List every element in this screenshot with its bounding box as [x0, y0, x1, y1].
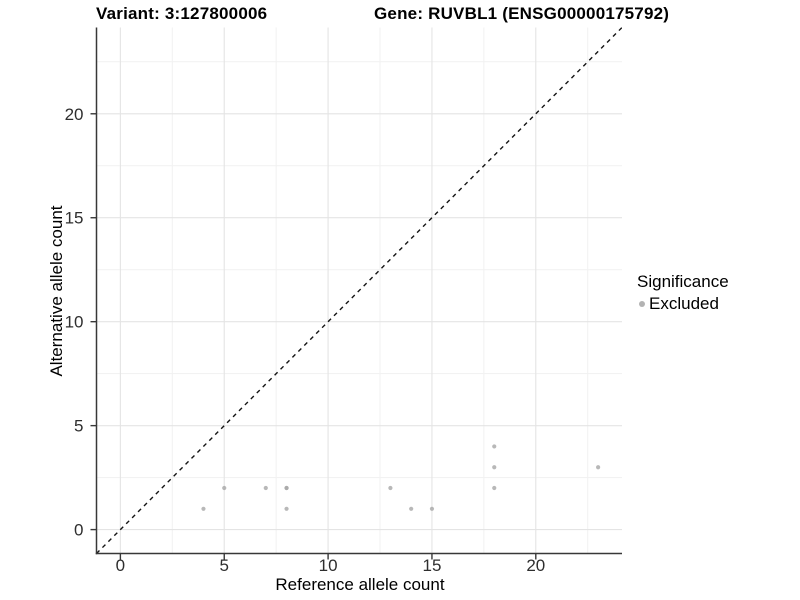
data-point — [492, 444, 497, 449]
data-point — [492, 485, 497, 491]
data-point — [429, 506, 435, 511]
y-tick-label: 5 — [74, 417, 83, 436]
legend-item-excluded: Excluded — [637, 294, 729, 314]
data-point — [263, 485, 268, 491]
data-point — [596, 465, 601, 470]
legend-title: Significance — [637, 272, 729, 291]
variant-title: Variant: 3:127800006 — [96, 4, 268, 23]
gene-title: Gene: RUVBL1 (ENSG00000175792) — [374, 4, 670, 23]
legend: Significance Excluded — [637, 272, 729, 314]
y-tick-label: 10 — [65, 313, 84, 332]
y-tick-label: 15 — [65, 209, 84, 228]
y-tick-label: 20 — [65, 105, 84, 124]
x-tick-label: 15 — [422, 556, 441, 575]
y-tick-label: 0 — [74, 521, 83, 540]
x-tick-label: 10 — [319, 556, 338, 575]
y-axis-title: Alternative allele count — [47, 205, 66, 377]
data-point — [222, 485, 227, 491]
data-point — [492, 465, 497, 470]
identity-line — [96, 27, 622, 554]
legend-item-label: Excluded — [649, 294, 719, 313]
data-point — [388, 485, 393, 491]
x-tick-label: 20 — [526, 556, 545, 575]
data-point — [284, 506, 289, 511]
x-tick-label: 0 — [116, 556, 125, 575]
legend-point-icon — [639, 301, 645, 307]
data-point — [201, 506, 206, 511]
data-point — [409, 506, 414, 511]
x-axis-title: Reference allele count — [275, 575, 445, 594]
data-point — [284, 485, 289, 491]
x-tick-label: 5 — [220, 556, 229, 575]
